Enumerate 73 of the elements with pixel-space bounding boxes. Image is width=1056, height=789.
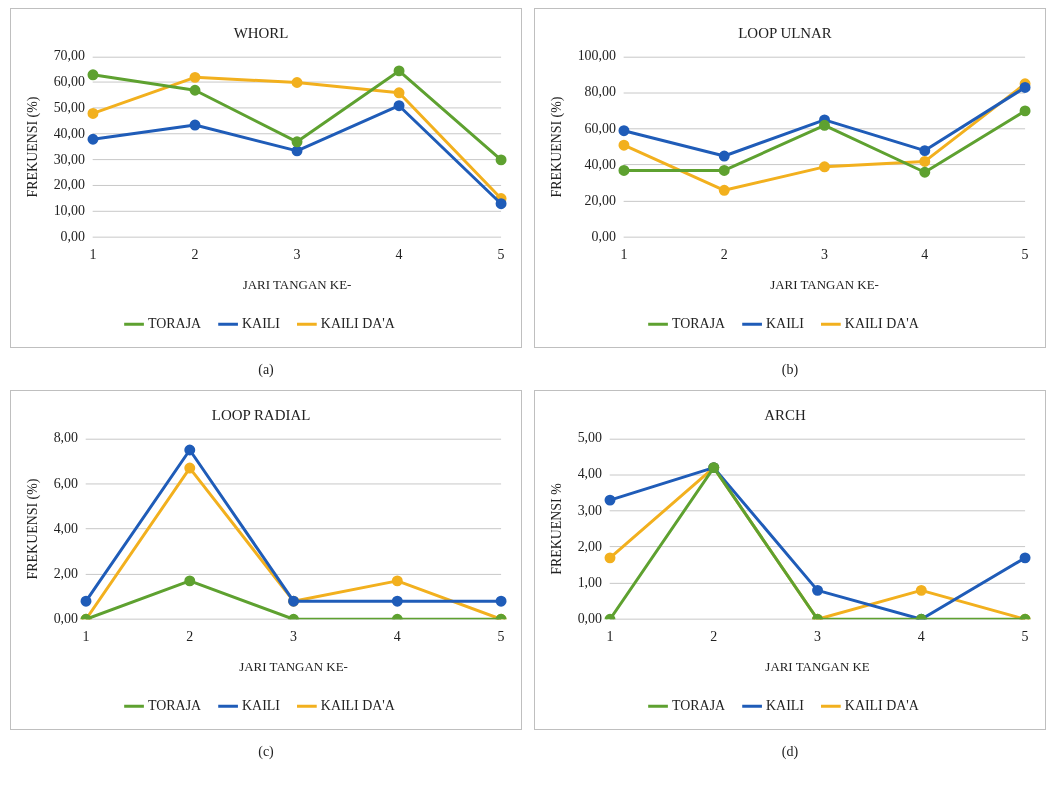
x-tick-label: 3 bbox=[290, 629, 298, 645]
y-tick-label: 2,00 bbox=[53, 565, 79, 581]
y-axis-title: FREKUENSI % bbox=[548, 482, 564, 575]
x-tick-label: 1 bbox=[620, 247, 628, 263]
chart-title: LOOP ULNAR bbox=[738, 24, 832, 41]
x-tick-label: 1 bbox=[89, 247, 97, 263]
legend-label: TORAJA bbox=[147, 315, 202, 331]
x-tick-label: 3 bbox=[821, 247, 829, 263]
x-tick-label: 1 bbox=[82, 629, 90, 645]
y-tick-label: 30,00 bbox=[53, 151, 86, 167]
x-tick-label: 4 bbox=[395, 247, 403, 263]
y-tick-label: 3,00 bbox=[577, 502, 603, 518]
x-tick-label: 4 bbox=[393, 629, 401, 645]
text: (b) bbox=[781, 362, 799, 379]
legend-label: KAILI bbox=[242, 315, 281, 331]
x-tick-label: 4 bbox=[921, 247, 929, 263]
x-tick-label: 5 bbox=[497, 629, 505, 645]
x-axis-title: JARI TANGAN KE- bbox=[239, 658, 348, 674]
legend-label: KAILI bbox=[242, 697, 281, 713]
y-tick-label: 40,00 bbox=[53, 125, 86, 141]
y-tick-label: 100,00 bbox=[577, 48, 617, 64]
x-tick-label: 5 bbox=[1021, 247, 1029, 263]
y-tick-label: 10,00 bbox=[53, 203, 86, 219]
y-tick-label: 20,00 bbox=[53, 177, 86, 193]
y-axis-title: FREKUENSI (%) bbox=[24, 96, 41, 198]
y-tick-label: 0,00 bbox=[577, 610, 603, 626]
x-tick-label: 3 bbox=[814, 629, 822, 645]
y-tick-label: 8,00 bbox=[53, 430, 79, 446]
y-axis-title: FREKUENSI (%) bbox=[24, 478, 41, 580]
y-tick-label: 40,00 bbox=[584, 156, 617, 172]
y-tick-label: 4,00 bbox=[577, 466, 603, 482]
text: (a) bbox=[258, 362, 274, 379]
legend-label: TORAJA bbox=[147, 697, 202, 713]
y-tick-label: 1,00 bbox=[577, 574, 603, 590]
chart-title: LOOP RADIAL bbox=[211, 406, 311, 423]
y-tick-label: 0,00 bbox=[591, 228, 617, 244]
text: (c) bbox=[258, 744, 274, 761]
x-tick-label: 5 bbox=[497, 247, 505, 263]
legend-label: KAILI bbox=[766, 697, 805, 713]
legend-label: KAILI bbox=[766, 315, 805, 331]
y-tick-label: 6,00 bbox=[53, 475, 79, 491]
x-tick-label: 5 bbox=[1021, 629, 1029, 645]
x-axis-title: JARI TANGAN KE bbox=[765, 658, 870, 674]
x-tick-label: 2 bbox=[720, 247, 728, 263]
y-tick-label: 4,00 bbox=[53, 520, 79, 536]
y-tick-label: 0,00 bbox=[60, 228, 86, 244]
y-tick-label: 60,00 bbox=[584, 120, 617, 136]
x-axis-title: JARI TANGAN KE- bbox=[242, 276, 352, 292]
text: (d) bbox=[781, 744, 799, 761]
y-tick-label: 70,00 bbox=[53, 48, 86, 64]
legend-label: KAILI DA'A bbox=[844, 315, 919, 331]
y-tick-label: 60,00 bbox=[53, 74, 86, 90]
chart-title: WHORL bbox=[233, 24, 289, 41]
legend-label: KAILI DA'A bbox=[844, 697, 919, 713]
y-tick-label: 50,00 bbox=[53, 99, 86, 115]
x-tick-label: 2 bbox=[710, 629, 718, 645]
legend-label: KAILI DA'A bbox=[320, 315, 395, 331]
chart-title: ARCH bbox=[764, 406, 806, 423]
y-axis-title: FREKUENSI (%) bbox=[548, 96, 565, 198]
y-tick-label: 5,00 bbox=[577, 430, 603, 446]
legend-label: KAILI DA'A bbox=[320, 697, 395, 713]
y-tick-label: 20,00 bbox=[584, 192, 617, 208]
x-tick-label: 2 bbox=[186, 629, 194, 645]
y-tick-label: 0,00 bbox=[53, 610, 79, 626]
y-tick-label: 2,00 bbox=[577, 538, 603, 554]
x-axis-title: JARI TANGAN KE- bbox=[770, 276, 879, 292]
legend-label: TORAJA bbox=[671, 315, 726, 331]
legend-label: TORAJA bbox=[671, 697, 726, 713]
y-tick-label: 80,00 bbox=[584, 84, 617, 100]
x-tick-label: 2 bbox=[191, 247, 199, 263]
x-tick-label: 1 bbox=[606, 629, 614, 645]
x-tick-label: 3 bbox=[293, 247, 301, 263]
x-tick-label: 4 bbox=[917, 629, 925, 645]
